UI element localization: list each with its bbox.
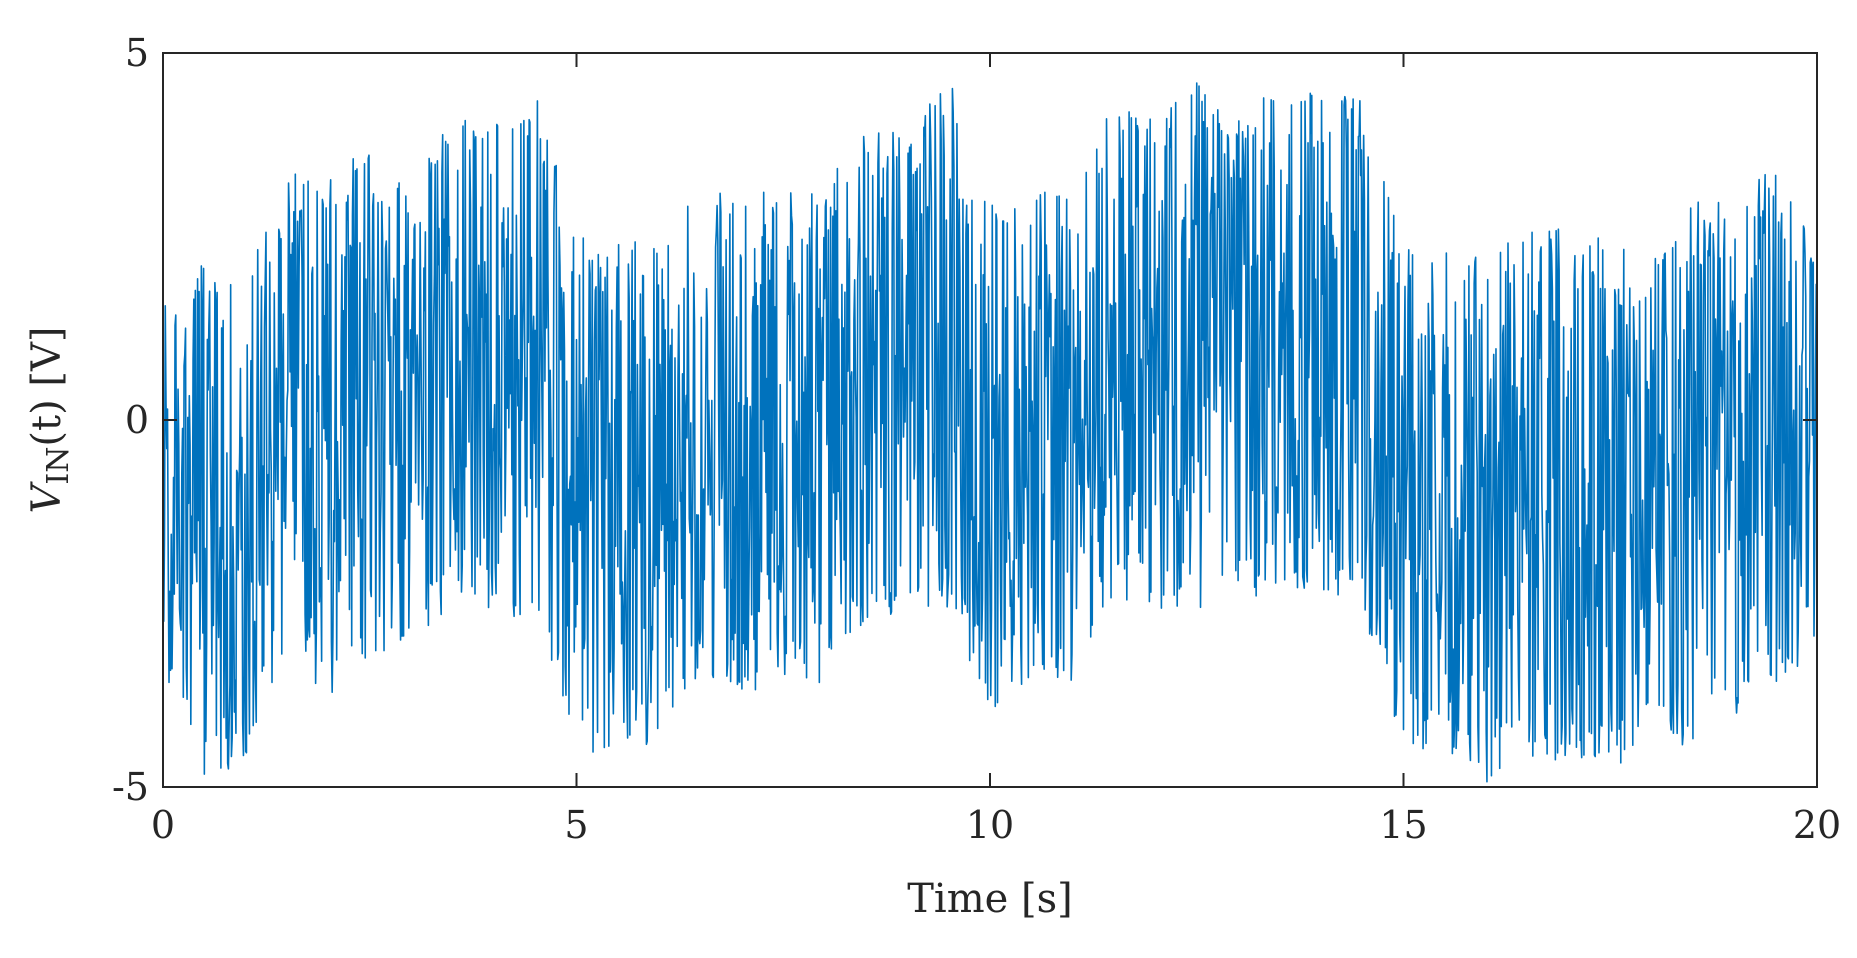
x-tick-label: 0 xyxy=(151,803,175,847)
axes: 0 5 10 15 20-505 xyxy=(112,31,1841,847)
y-tick-label: -5 xyxy=(112,765,149,809)
series-line-0 xyxy=(163,82,1817,783)
y-tick-label: 0 xyxy=(125,398,149,442)
y-axis-label-rest: (t) [V] xyxy=(24,326,70,446)
x-axis-label: Time [s] xyxy=(907,876,1073,922)
x-tick-label: 20 xyxy=(1793,803,1841,847)
x-tick-label: 15 xyxy=(1379,803,1427,847)
y-axis-label-subscript: IN xyxy=(41,447,76,485)
plot-area xyxy=(163,82,1817,783)
y-tick-label: 5 xyxy=(125,31,149,75)
x-tick-label: 5 xyxy=(564,803,588,847)
y-axis-label-symbol: V xyxy=(24,481,70,514)
y-axis-label: VIN(t) [V] xyxy=(24,326,76,513)
x-tick-label: 10 xyxy=(966,803,1014,847)
